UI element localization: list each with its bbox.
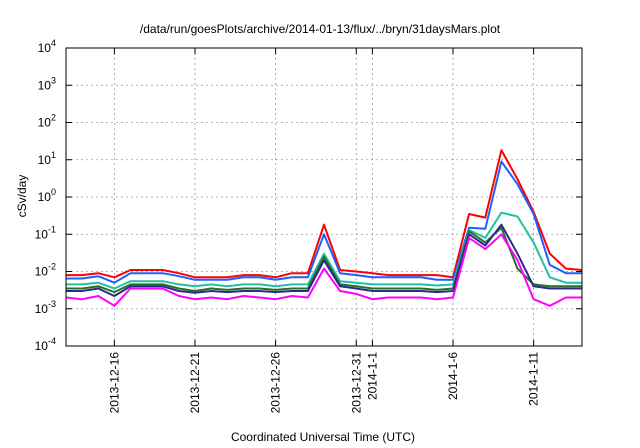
x-tick-label: 2013-12-31 bbox=[349, 352, 363, 414]
series-line-6 bbox=[65, 233, 582, 307]
series-line-2 bbox=[66, 160, 582, 284]
x-axis-ticks: 2013-12-16 2013-12-21 2013-12-26 2013-12-31… bbox=[107, 48, 541, 414]
x-tick-label: 2013-12-26 bbox=[269, 352, 283, 414]
x-tick-label: 2014-1-1 bbox=[365, 352, 379, 400]
y-axis-label: cSv/day bbox=[15, 175, 29, 218]
series-line-1 bbox=[66, 149, 583, 279]
y-tick-label: 10-4 bbox=[35, 336, 56, 353]
chart-title: /data/run/goesPlots/archive/2014-01-13/f… bbox=[140, 22, 501, 36]
x-tick-label: 2014-1-6 bbox=[446, 352, 460, 400]
y-tick-label: 101 bbox=[38, 150, 56, 167]
y-tick-label: 102 bbox=[38, 113, 56, 130]
x-axis-label: Coordinated Universal Time (UTC) bbox=[231, 430, 415, 444]
series-lines bbox=[65, 149, 583, 307]
grid bbox=[66, 48, 582, 346]
series-line-5 bbox=[66, 223, 582, 297]
series-line-3 bbox=[66, 211, 582, 290]
x-tick-label: 2014-1-11 bbox=[527, 352, 541, 406]
x-tick-label: 2013-12-16 bbox=[107, 352, 121, 414]
y-tick-label: 103 bbox=[38, 75, 56, 92]
y-tick-label: 10-3 bbox=[35, 299, 56, 316]
x-tick-label: 2013-12-21 bbox=[188, 352, 202, 414]
y-tick-label: 10-1 bbox=[35, 224, 56, 241]
plot-frame bbox=[65, 47, 583, 347]
y-tick-label: 100 bbox=[38, 187, 56, 204]
y-axis-ticks: 10-4 10-3 10-2 10-1 100 101 102 103 104 bbox=[35, 38, 582, 353]
y-tick-label: 10-2 bbox=[35, 262, 56, 279]
y-tick-label: 104 bbox=[38, 38, 56, 55]
